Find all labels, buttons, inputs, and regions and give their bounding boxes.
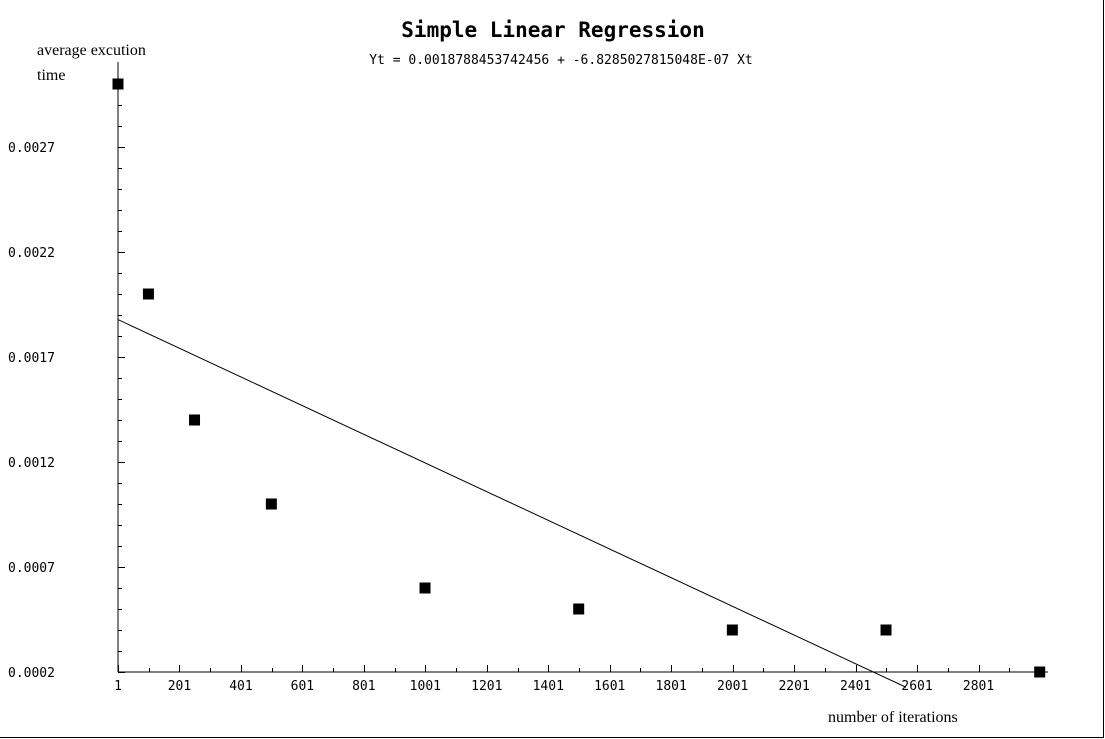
y-tick-label: 0.0007 xyxy=(8,561,55,576)
y-tick-label: 0.0027 xyxy=(8,141,55,156)
data-point xyxy=(189,414,201,426)
x-tick-label: 401 xyxy=(229,679,252,694)
axes xyxy=(117,62,1048,673)
x-tick-label: 201 xyxy=(168,679,191,694)
x-tick-label: 1 xyxy=(114,679,122,694)
y-tick-label: 0.0012 xyxy=(8,456,55,471)
data-point xyxy=(265,498,277,510)
chart-title: Simple Linear Regression xyxy=(401,18,704,42)
y-tick-label: 0.0022 xyxy=(8,246,55,261)
x-tick-label: 2401 xyxy=(840,679,871,694)
x-tick-label: 1601 xyxy=(594,679,625,694)
y-axis-ticks: 0.0002 0.0007 0.0012 0.0017 0.0022 0.0027 xyxy=(8,84,125,681)
x-tick-label: 601 xyxy=(291,679,314,694)
x-tick-label: 2201 xyxy=(778,679,809,694)
x-tick-label: 1201 xyxy=(471,679,502,694)
x-tick-label: 2001 xyxy=(717,679,748,694)
y-tick-label: 0.0017 xyxy=(8,351,55,366)
data-point xyxy=(1034,666,1046,678)
regression-line-group xyxy=(117,319,907,688)
x-tick-label: 2801 xyxy=(963,679,994,694)
data-point xyxy=(880,624,892,636)
x-axis-label: number of iterations xyxy=(828,709,958,726)
y-axis-label-line1: average excution xyxy=(37,42,146,59)
data-points xyxy=(112,78,1046,678)
data-point xyxy=(112,78,124,90)
regression-line xyxy=(117,319,907,688)
x-axis-ticks: 1 201 401 601 801 1001 1201 1401 1601 1801 2001 220… xyxy=(114,665,1010,694)
data-point xyxy=(573,603,585,615)
data-point xyxy=(142,288,154,300)
x-tick-label: 2601 xyxy=(901,679,932,694)
x-tick-label: 1001 xyxy=(410,679,441,694)
x-tick-label: 1801 xyxy=(656,679,687,694)
data-point xyxy=(726,624,738,636)
y-tick-label: 0.0002 xyxy=(8,666,55,681)
x-tick-label: 801 xyxy=(352,679,375,694)
chart-subtitle: Yt = 0.0018788453742456 + -6.82850278150… xyxy=(369,53,753,68)
y-axis-label-line2: time xyxy=(37,67,65,84)
data-point xyxy=(419,582,431,594)
x-tick-label: 1401 xyxy=(533,679,564,694)
